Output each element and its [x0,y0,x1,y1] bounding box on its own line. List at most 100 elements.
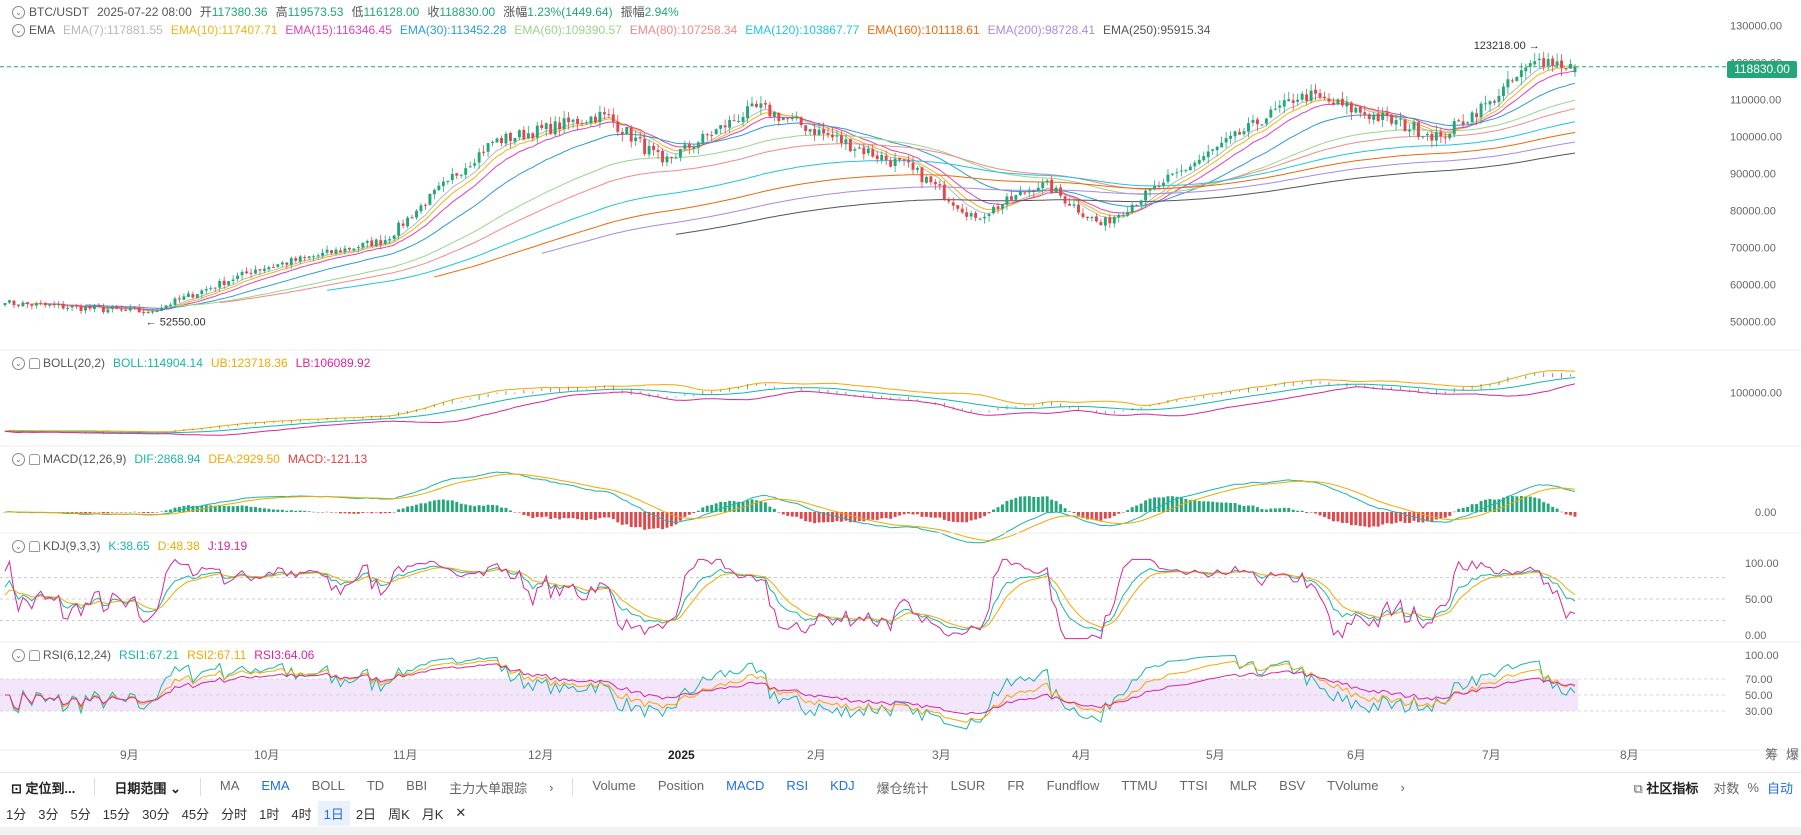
sub-indicator-position[interactable]: Position [657,777,705,793]
log-scale-toggle[interactable]: 对数 [1713,780,1740,796]
timeframe-分时[interactable]: 分时 [221,806,248,822]
timeframe-2日[interactable]: 2日 [355,806,377,822]
candle-body [34,303,38,306]
current-price-tag: 118830.00 [1727,61,1797,78]
main-indicator-ema[interactable]: EMA [261,777,290,793]
timeframe-1日[interactable]: 1日 [317,800,350,826]
candle-body [271,266,275,268]
main-indicator-ma[interactable]: MA [219,777,240,793]
kdj-tick-label: 0.00 [1745,630,1766,642]
chevron-right-icon[interactable]: › [549,779,554,795]
sub-indicator-fr[interactable]: FR [1007,777,1025,793]
sub-indicator-ttsi[interactable]: TTSI [1179,777,1208,793]
kdj-label[interactable]: KDJ(9,3,3) [43,539,101,553]
sub-indicator-volume[interactable]: Volume [592,777,636,793]
community-indicators-button[interactable]: ⧉ 社区指标 [1633,778,1698,797]
date-range-button[interactable]: 日期范围 ⌄ [114,778,181,797]
macd-bar [956,512,960,523]
candle-body [1224,138,1228,143]
locate-label: 定位到... [25,780,76,796]
timeframe-1时[interactable]: 1时 [259,806,280,822]
collapse-icon[interactable]: ⌄ [12,5,25,19]
timeframe-15分[interactable]: 15分 [102,806,131,822]
sub-indicator-爆仓统计[interactable]: 爆仓统计 [876,780,929,796]
collapse-icon[interactable]: ⌄ [12,539,25,553]
sub-indicator-mlr[interactable]: MLR [1229,777,1258,793]
candle-body [374,239,378,246]
chevron-right-icon[interactable]: › [1400,779,1405,795]
timeframe-3分[interactable]: 3分 [38,806,59,822]
timeframe-45分[interactable]: 45分 [181,806,210,822]
macd-value: MACD:-121.13 [287,452,368,466]
bell-icon[interactable] [29,649,40,661]
macd-label[interactable]: MACD(12,26,9) [43,452,127,466]
percent-scale-toggle[interactable]: % [1747,779,1759,795]
collapse-icon[interactable]: ⌄ [12,23,25,37]
sub-indicator-fundflow[interactable]: Fundflow [1046,777,1100,793]
collapse-icon[interactable]: ⌄ [12,452,25,466]
candle-body [1018,191,1022,196]
close-icon[interactable]: ✕ [455,805,467,820]
bell-icon[interactable] [29,453,40,465]
candle-body [195,294,199,298]
timeframe-5分[interactable]: 5分 [70,806,91,822]
sub-indicator-rsi[interactable]: RSI [786,777,809,793]
macd-bar [705,505,709,512]
ema-value: EMA(7):117881.55 [63,23,163,37]
ema-value: EMA(160):101118.61 [867,23,980,37]
sub-indicator-kdj[interactable]: KDJ [830,777,855,793]
collapse-icon[interactable]: ⌄ [12,356,25,370]
macd-bar [495,505,499,512]
timeframe-1分[interactable]: 1分 [6,806,27,822]
candle-body [477,152,481,163]
candle-body [1068,203,1072,206]
collapse-icon[interactable]: ⌄ [12,648,25,662]
macd-bar [732,501,736,512]
timeframe-月K[interactable]: 月K [421,806,444,822]
candle-body [1291,100,1295,103]
candle-body [1139,200,1143,205]
rsi-value: RSI3:64.06 [254,648,315,662]
timeframe-4时[interactable]: 4时 [291,806,312,822]
macd-bar [1139,503,1143,512]
sub-indicator-macd[interactable]: MACD [726,777,765,793]
timeframe-周K[interactable]: 周K [388,806,410,822]
candle-body [222,280,226,286]
macd-bar [401,508,405,512]
main-indicator-主力大单跟踪[interactable]: 主力大单跟踪 [449,780,528,796]
macd-bar [437,499,441,512]
sub-indicator-bsv[interactable]: BSV [1279,777,1306,793]
macd-bar [1323,512,1326,517]
sub-indicator-lsur[interactable]: LSUR [950,777,986,793]
bottom-scroll-bar[interactable] [0,827,1801,835]
macd-bar [1390,512,1394,524]
candle-body [1421,136,1425,138]
candle-body [1077,204,1080,213]
locate-button[interactable]: ⊡ 定位到... [11,778,75,797]
chart-canvas[interactable]: 130000.00120000.00110000.00100000.009000… [0,0,1801,772]
bell-icon[interactable] [29,357,40,369]
boll-label[interactable]: BOLL(20,2) [43,356,106,370]
timeframe-30分[interactable]: 30分 [142,806,170,822]
main-indicator-bbi[interactable]: BBI [406,777,428,793]
indicator-toolbar: ⊡ 定位到... 日期范围 ⌄ MA EMA BOLL TD BBI 主力大单跟踪 › V… [0,772,1801,801]
ema-label[interactable]: EMA [29,23,56,37]
macd-bar [513,512,517,513]
candle-body [916,167,919,170]
macd-bar [1354,512,1358,526]
candle-body [670,156,673,159]
high-value: 119573.53 [287,5,344,19]
macd-bar [289,510,293,512]
sub-indicator-tvolume[interactable]: TVolume [1327,777,1379,793]
main-indicator-td[interactable]: TD [366,777,385,793]
sub-indicator-ttmu[interactable]: TTMU [1121,777,1158,793]
auto-scale-toggle[interactable]: 自动 [1766,780,1793,796]
candle-body [987,213,991,217]
bell-icon[interactable] [29,540,40,552]
rsi-label[interactable]: RSI(6,12,24) [43,648,112,662]
macd-bar [3,512,7,513]
candle-body [88,306,92,309]
main-indicator-boll[interactable]: BOLL [311,777,345,793]
low-value: 116128.00 [363,5,420,19]
macd-bar [540,512,544,518]
